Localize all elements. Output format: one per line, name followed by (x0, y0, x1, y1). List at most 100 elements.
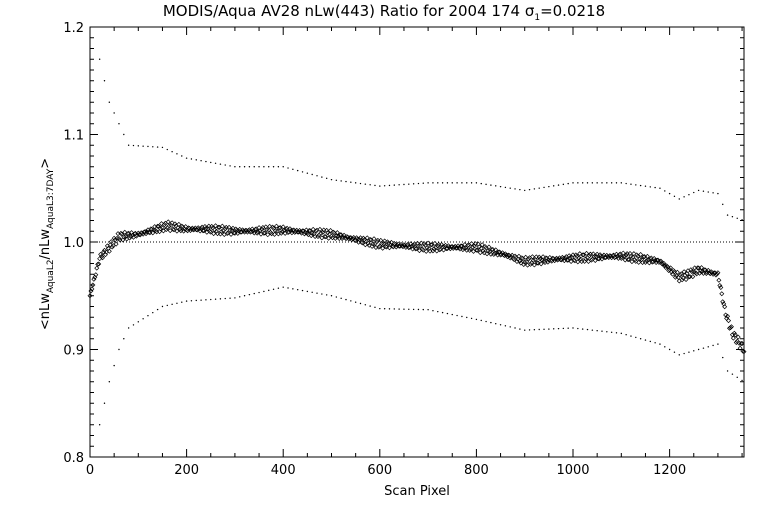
mean-ratio-point (318, 230, 324, 236)
mean-ratio-point (386, 245, 392, 251)
mean-ratio-point (408, 241, 414, 247)
upper-envelope-point (437, 182, 439, 184)
mean-ratio-point (172, 221, 178, 227)
lower-envelope-point (181, 301, 183, 303)
chart-title: MODIS/Aqua AV28 nLw(443) Ratio for 2004 … (162, 2, 606, 23)
lower-envelope-point (205, 299, 207, 301)
mean-ratio-point (631, 251, 637, 257)
mean-ratio-point (577, 251, 583, 257)
y-tick-label: 1.0 (63, 236, 84, 251)
mean-ratio-point (435, 243, 441, 249)
mean-ratio-point (479, 242, 485, 248)
mean-ratio-point (169, 220, 175, 226)
lower-envelope-point (282, 286, 284, 288)
x-tick-label: 1000 (556, 463, 589, 478)
upper-envelope-point (610, 182, 613, 184)
mean-ratio-point (726, 318, 732, 324)
upper-envelope-point (668, 192, 671, 195)
mean-ratio-point (166, 223, 172, 229)
lower-envelope-point (722, 356, 724, 359)
mean-ratio-point (265, 232, 271, 238)
lower-envelope-point (374, 306, 376, 309)
lower-envelope-point (166, 304, 168, 307)
upper-envelope-point (118, 123, 120, 125)
upper-envelope-point (243, 166, 246, 168)
upper-envelope-point (200, 160, 202, 162)
lower-envelope-point (688, 351, 690, 353)
mean-ratio-point (259, 226, 265, 232)
mean-ratio-point (418, 240, 424, 246)
upper-envelope-point (678, 198, 680, 200)
lower-envelope-point (610, 331, 613, 333)
upper-envelope-point (142, 145, 144, 147)
mean-ratio-point (595, 256, 601, 262)
lower-envelope-point (514, 327, 516, 329)
mean-ratio-point (701, 267, 707, 273)
lower-envelope-point (524, 329, 526, 331)
mean-ratio-point (254, 230, 260, 236)
lower-envelope-point (697, 348, 700, 351)
lower-envelope-point (388, 308, 391, 310)
upper-envelope-point (557, 184, 560, 186)
mean-ratio-point (583, 256, 589, 262)
upper-envelope-point (722, 203, 724, 206)
lower-envelope-point (364, 304, 367, 306)
lower-envelope-point (147, 315, 149, 317)
lower-envelope-point (461, 315, 463, 318)
lower-envelope-point (393, 308, 395, 310)
mean-ratio-point (647, 256, 653, 262)
upper-envelope-point (340, 180, 342, 182)
lower-envelope-point (499, 324, 502, 326)
y-tick-label: 0.9 (63, 344, 84, 359)
lower-envelope-point (161, 305, 164, 308)
mean-ratio-point (283, 226, 289, 232)
upper-envelope-point (272, 166, 275, 168)
lower-envelope-point (248, 293, 251, 296)
mean-ratio-point (578, 256, 584, 262)
upper-envelope-point (625, 182, 627, 185)
y-tick-label: 0.8 (63, 451, 84, 466)
upper-envelope-point (156, 146, 159, 148)
mean-ratio-point (208, 229, 214, 235)
lower-envelope-point (219, 298, 222, 300)
mean-ratio-point (473, 247, 479, 253)
mean-ratio-point (95, 261, 101, 267)
mean-ratio-point (191, 226, 197, 232)
upper-envelope-point (181, 155, 183, 157)
lower-envelope-point (683, 352, 685, 355)
upper-envelope-point (673, 195, 676, 198)
mean-ratio-point (423, 248, 429, 254)
mean-ratio-point (346, 236, 352, 242)
mean-ratio-point (384, 244, 390, 250)
mean-ratio-point (630, 254, 636, 260)
mean-ratio-point (496, 249, 502, 255)
mean-ratio-point (584, 250, 590, 256)
upper-envelope-point (403, 183, 405, 186)
upper-envelope-point (543, 186, 545, 189)
lower-envelope-point (403, 308, 405, 310)
mean-ratio-point (310, 226, 316, 232)
upper-envelope-point (321, 176, 323, 178)
lower-envelope-point (156, 308, 159, 311)
upper-envelope-point (123, 133, 125, 136)
lower-envelope-point (596, 329, 598, 332)
mean-ratio-point (536, 254, 542, 260)
lower-envelope-point (644, 339, 647, 341)
upper-envelope-point (688, 194, 690, 196)
mean-ratio-point (284, 225, 290, 231)
mean-ratio-point (211, 231, 217, 237)
mean-ratio-point (623, 252, 629, 258)
mean-ratio-point (660, 261, 666, 267)
mean-ratio-point (467, 247, 473, 253)
lower-envelope-point (470, 317, 473, 320)
upper-envelope-point (702, 190, 705, 192)
upper-envelope-point (417, 182, 420, 185)
mean-ratio-point (477, 250, 483, 256)
mean-ratio-point (267, 223, 273, 229)
mean-ratio-point (250, 228, 256, 234)
mean-ratio-point (300, 228, 306, 234)
mean-ratio-point (269, 231, 275, 237)
upper-envelope-point (268, 166, 270, 168)
mean-ratio-point (523, 254, 529, 260)
